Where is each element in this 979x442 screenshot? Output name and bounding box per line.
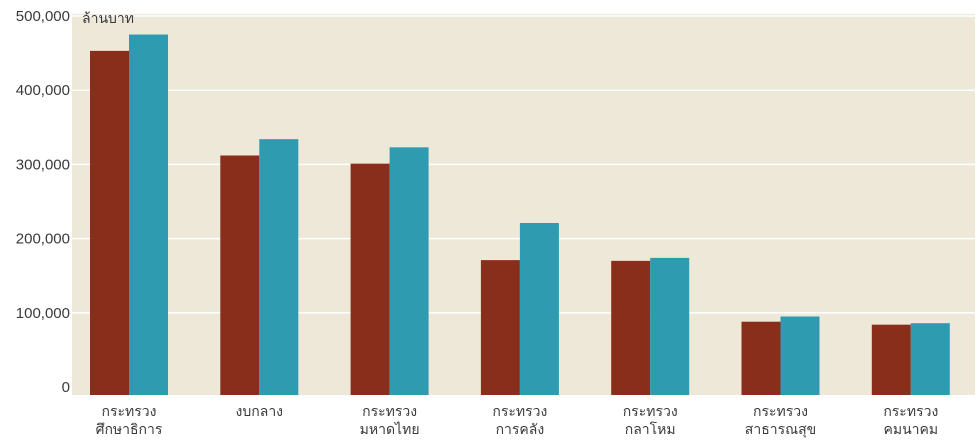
bar-series-1 [480,260,520,395]
category-label: กระทรวง [492,404,547,420]
y-axis: 0 100,000 200,000 300,000 400,000 500,000 [16,8,70,396]
y-tick-label: 100,000 [16,305,70,322]
category-label: กระทรวง [753,404,808,420]
y-tick-label: 300,000 [16,156,70,173]
bar-series-2 [650,257,690,395]
bar-series-2 [389,147,429,395]
bar-series-2 [519,223,559,395]
bar-series-1 [220,155,260,395]
bar-series-2 [910,323,950,395]
category-label: มหาดไทย [360,421,420,438]
bar-series-1 [350,163,390,395]
y-tick-label: 500,000 [16,8,70,25]
bar-series-2 [780,316,820,395]
y-tick-label: 200,000 [16,231,70,248]
y-tick-label: 0 [62,379,70,396]
category-label: สาธารณสุข [745,422,816,438]
y-axis-unit-label: ล้านบาท [82,11,134,27]
category-label: กระทรวง [362,404,417,420]
category-label: ศึกษาธิการ [96,422,163,438]
bars [90,34,950,396]
bar-series-1 [871,324,911,395]
bar-series-2 [129,34,168,396]
category-label: กลาโหม [625,421,676,438]
category-label: กระทรวง [623,404,678,420]
category-label: กระทรวง [883,404,938,420]
category-label: คมนาคม [883,422,938,438]
bar-series-1 [611,260,651,395]
bar-series-1 [90,50,129,396]
category-label: กระทรวง [102,404,157,420]
y-tick-label: 400,000 [16,82,70,99]
bar-series-1 [741,321,781,395]
bar-series-2 [259,139,299,395]
category-label: การคลัง [496,422,545,438]
category-label: งบกลาง [236,404,283,420]
